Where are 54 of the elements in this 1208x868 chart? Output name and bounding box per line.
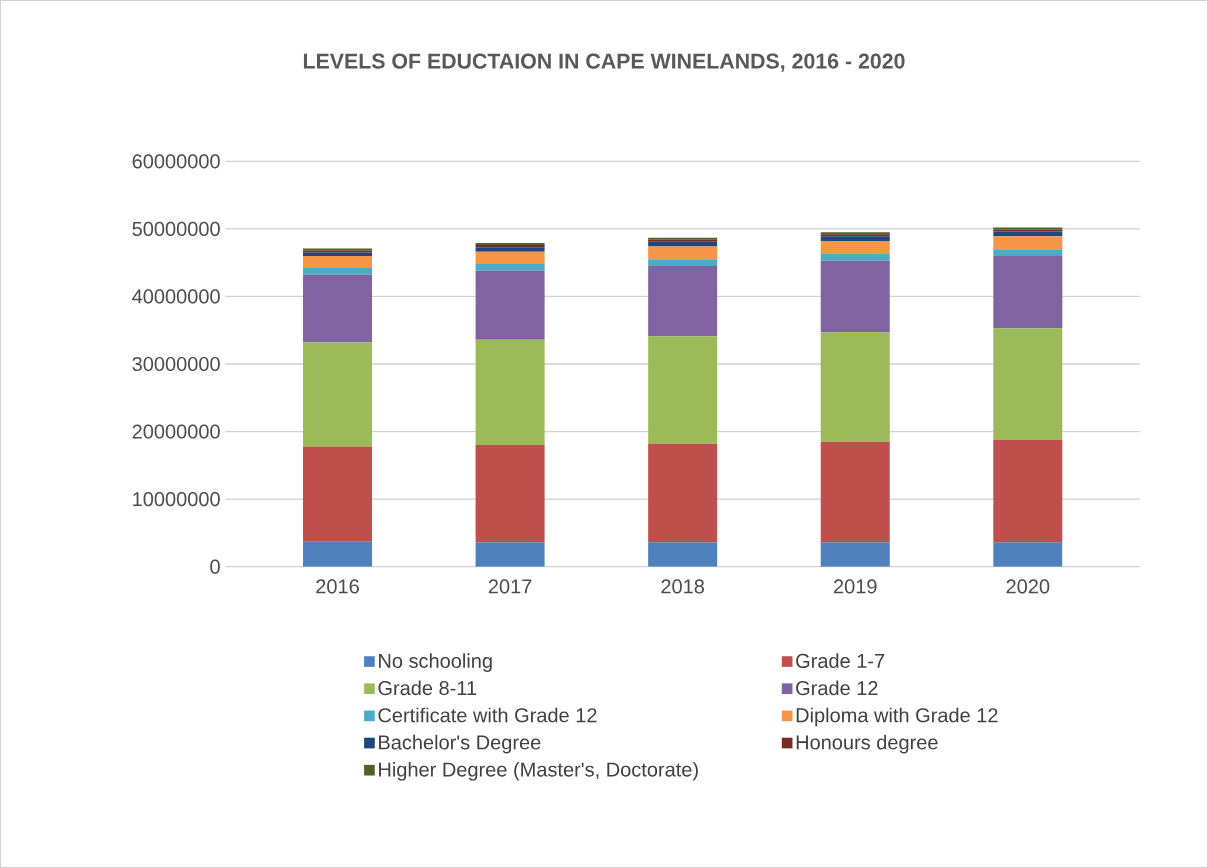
- bar: [820, 441, 890, 543]
- bar: [303, 342, 373, 447]
- bar: [993, 439, 1063, 543]
- y-tick-label: 0: [210, 559, 220, 574]
- legend-label: Bachelor's Degree: [379, 734, 541, 754]
- bar: [993, 328, 1063, 440]
- bar: [475, 247, 545, 252]
- bar: [475, 251, 545, 265]
- bar: [303, 268, 373, 275]
- bar: [820, 236, 890, 242]
- bar: [303, 274, 373, 343]
- bar: [820, 260, 890, 333]
- legend-label: Grade 12: [796, 680, 878, 696]
- bar: [475, 264, 545, 271]
- bar: [820, 332, 890, 442]
- bar: [820, 542, 890, 567]
- bar: [820, 253, 890, 261]
- x-tick-label: 2019: [834, 579, 877, 594]
- bar: [993, 249, 1063, 256]
- x-tick-label: 2016: [316, 579, 359, 594]
- bar: [475, 542, 545, 567]
- x-tick-label: 2018: [661, 579, 705, 594]
- y-tick-label: 10000000: [133, 492, 220, 507]
- bar: [303, 541, 373, 567]
- bar: [993, 255, 1063, 329]
- bar: [648, 266, 718, 337]
- bar: [820, 241, 890, 254]
- y-tick-label: 30000000: [132, 356, 220, 372]
- legend-label: No schooling: [379, 653, 492, 672]
- chart-title: LEVELS OF EDUCTAION IN CAPE WINELANDS, 2016 - 2020: [303, 53, 905, 72]
- legend-label: Certificate with Grade 12: [378, 707, 597, 723]
- bar: [475, 339, 545, 446]
- legend-label: Grade 8-11: [378, 680, 477, 696]
- y-tick-label: 60000000: [132, 154, 220, 169]
- bar: [648, 443, 718, 543]
- bar: [475, 445, 545, 543]
- y-tick-label: 40000000: [132, 289, 220, 304]
- y-tick-label: 20000000: [132, 424, 220, 439]
- bar: [303, 446, 373, 542]
- bar: [475, 270, 545, 340]
- bar: [303, 255, 373, 269]
- y-tick-label: 50000000: [132, 221, 220, 236]
- legend-label: Diploma with Grade 12: [796, 707, 998, 727]
- legend-label: Honours degree: [796, 734, 938, 754]
- legend-label: Higher Degree (Master's, Doctorate): [379, 761, 698, 781]
- bar: [993, 236, 1063, 250]
- bar: [993, 542, 1063, 567]
- bar: [648, 259, 718, 267]
- bar: [648, 542, 718, 567]
- x-tick-label: 2020: [1006, 579, 1050, 594]
- x-tick-label: 2017: [488, 579, 532, 594]
- bar: [648, 336, 718, 444]
- bar: [648, 246, 718, 260]
- legend-label: Grade 1-7: [796, 653, 885, 668]
